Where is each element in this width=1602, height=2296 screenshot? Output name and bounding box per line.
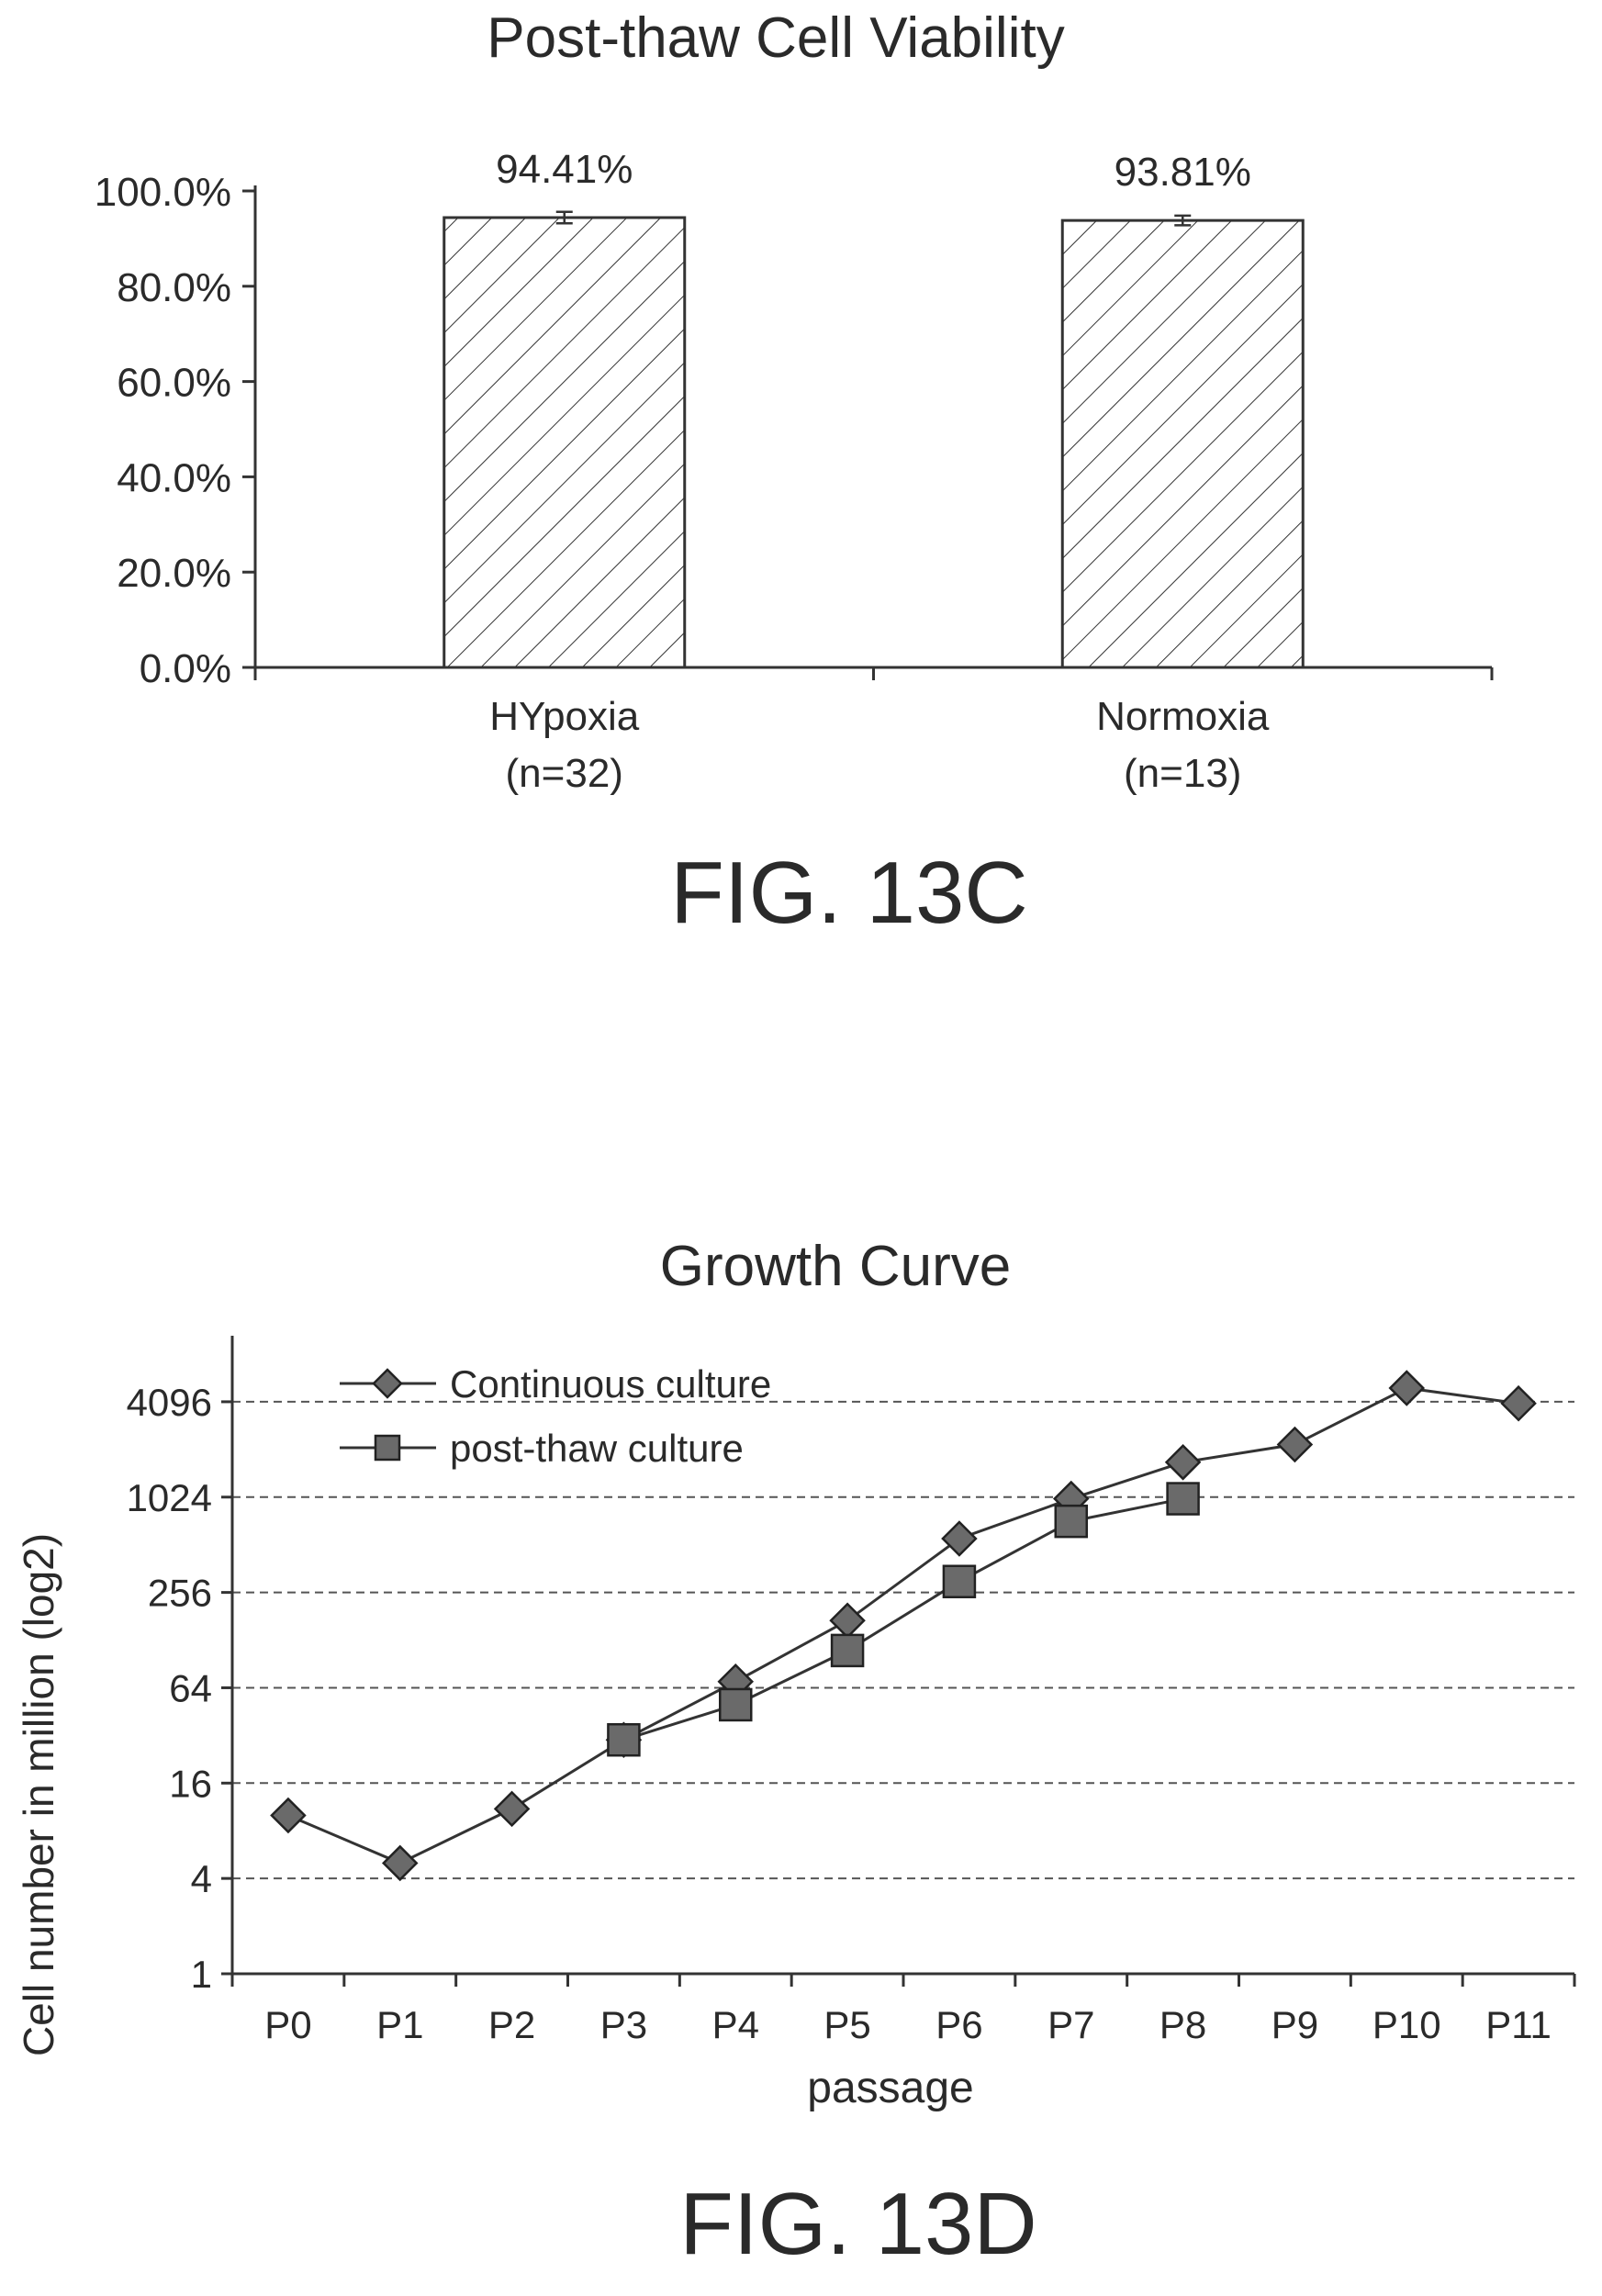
series-line	[287, 1386, 1519, 1865]
chart-title: Post-thaw Cell Viability	[487, 6, 1064, 70]
square-marker	[1166, 1482, 1200, 1516]
diamond-marker	[829, 1602, 866, 1640]
legend-label: post-thaw culture	[450, 1427, 744, 1470]
diamond-marker	[381, 1844, 419, 1882]
x-tick-label: P11	[1485, 2003, 1552, 2046]
y-tick-label: 4	[191, 1857, 212, 1900]
x-tick-label: P10	[1372, 2003, 1441, 2046]
diamond-marker	[1500, 1384, 1537, 1422]
series-post-thaw	[607, 1482, 1200, 1757]
y-tick-label: 256	[148, 1572, 212, 1615]
x-tick-label: P2	[488, 2003, 535, 2046]
x-tick-label: P1	[376, 2003, 423, 2046]
square-marker	[607, 1722, 641, 1757]
x-tick-label: P4	[712, 2003, 759, 2046]
y-tick-label: 100.0%	[95, 170, 231, 215]
y-tick-label: 20.0%	[117, 551, 231, 596]
figure-label: FIG. 13C	[670, 844, 1027, 942]
series	[270, 1370, 1537, 1882]
x-tick-sublabel: (n=32)	[506, 751, 623, 796]
legend-label: Continuous culture	[450, 1362, 771, 1406]
figure-13c: Post-thaw Cell Viability 0.0% 20.0% 40.0% 6…	[0, 0, 1602, 1028]
square-marker	[942, 1564, 977, 1598]
data-label: 93.81%	[1115, 150, 1251, 195]
y-axis: 1 4 16 64 256 1024 4096	[127, 1336, 234, 1996]
square-marker	[1054, 1504, 1088, 1539]
bar	[443, 216, 687, 669]
x-tick-label: P3	[600, 2003, 647, 2046]
data-label: 94.41%	[496, 147, 633, 192]
series-continuous	[270, 1370, 1537, 1882]
diamond-marker	[372, 1368, 403, 1399]
x-tick-label: P5	[823, 2003, 870, 2046]
x-axis: HYpoxia (n=32) Normoxia (n=13)	[253, 666, 1494, 796]
y-tick-label: 1	[191, 1953, 212, 1996]
y-tick-label: 1024	[127, 1476, 212, 1519]
diamond-marker	[941, 1520, 978, 1557]
x-axis-label: passage	[807, 2064, 973, 2112]
y-tick-label: 4096	[127, 1381, 212, 1424]
x-tick-label: P6	[935, 2003, 982, 2046]
x-tick-label: P9	[1272, 2003, 1318, 2046]
diamond-marker	[493, 1790, 531, 1828]
x-tick-label: P0	[264, 2003, 311, 2046]
x-tick-label: Normoxia	[1096, 694, 1270, 739]
y-tick-label: 0.0%	[140, 646, 231, 691]
viability-bar-chart: Post-thaw Cell Viability 0.0% 20.0% 40.0% 6…	[95, 6, 1494, 942]
y-axis-label: Cell number in million (log2)	[15, 1533, 62, 2056]
y-axis: 0.0% 20.0% 40.0% 60.0% 80.0% 100.0%	[95, 170, 257, 691]
bar	[1060, 218, 1305, 669]
diamond-marker	[1276, 1426, 1314, 1463]
x-tick-label: P7	[1047, 2003, 1094, 2046]
x-tick-label: HYpoxia	[489, 694, 640, 739]
square-marker	[830, 1633, 865, 1668]
bars: 94.41% 93.81%	[443, 147, 1305, 669]
x-tick-sublabel: (n=13)	[1124, 751, 1241, 796]
y-tick-label: 40.0%	[117, 455, 231, 500]
y-tick-label: 64	[169, 1666, 212, 1709]
x-axis: P0 P1 P2 P3 P4 P5 P6 P7 P8 P9 P10 P11	[230, 1972, 1576, 2046]
diamond-marker	[270, 1797, 307, 1834]
y-tick-label: 16	[169, 1762, 212, 1805]
square-marker	[719, 1687, 753, 1722]
y-tick-label: 80.0%	[117, 265, 231, 310]
legend: Continuous culture post-thaw culture	[340, 1362, 771, 1470]
diamond-marker	[1388, 1370, 1426, 1406]
chart-title: Growth Curve	[660, 1235, 1011, 1298]
y-tick-label: 60.0%	[117, 361, 231, 406]
gridlines	[232, 1400, 1574, 1880]
figure-13d: Growth Curve 1 4 16 64 256 1024 4096 P0 P1 P2 P3 P…	[0, 1193, 1602, 2291]
figure-label: FIG. 13D	[679, 2175, 1036, 2273]
square-marker	[374, 1434, 401, 1462]
diamond-marker	[1164, 1444, 1202, 1481]
series-line	[622, 1497, 1183, 1742]
x-tick-label: P8	[1159, 2003, 1206, 2046]
